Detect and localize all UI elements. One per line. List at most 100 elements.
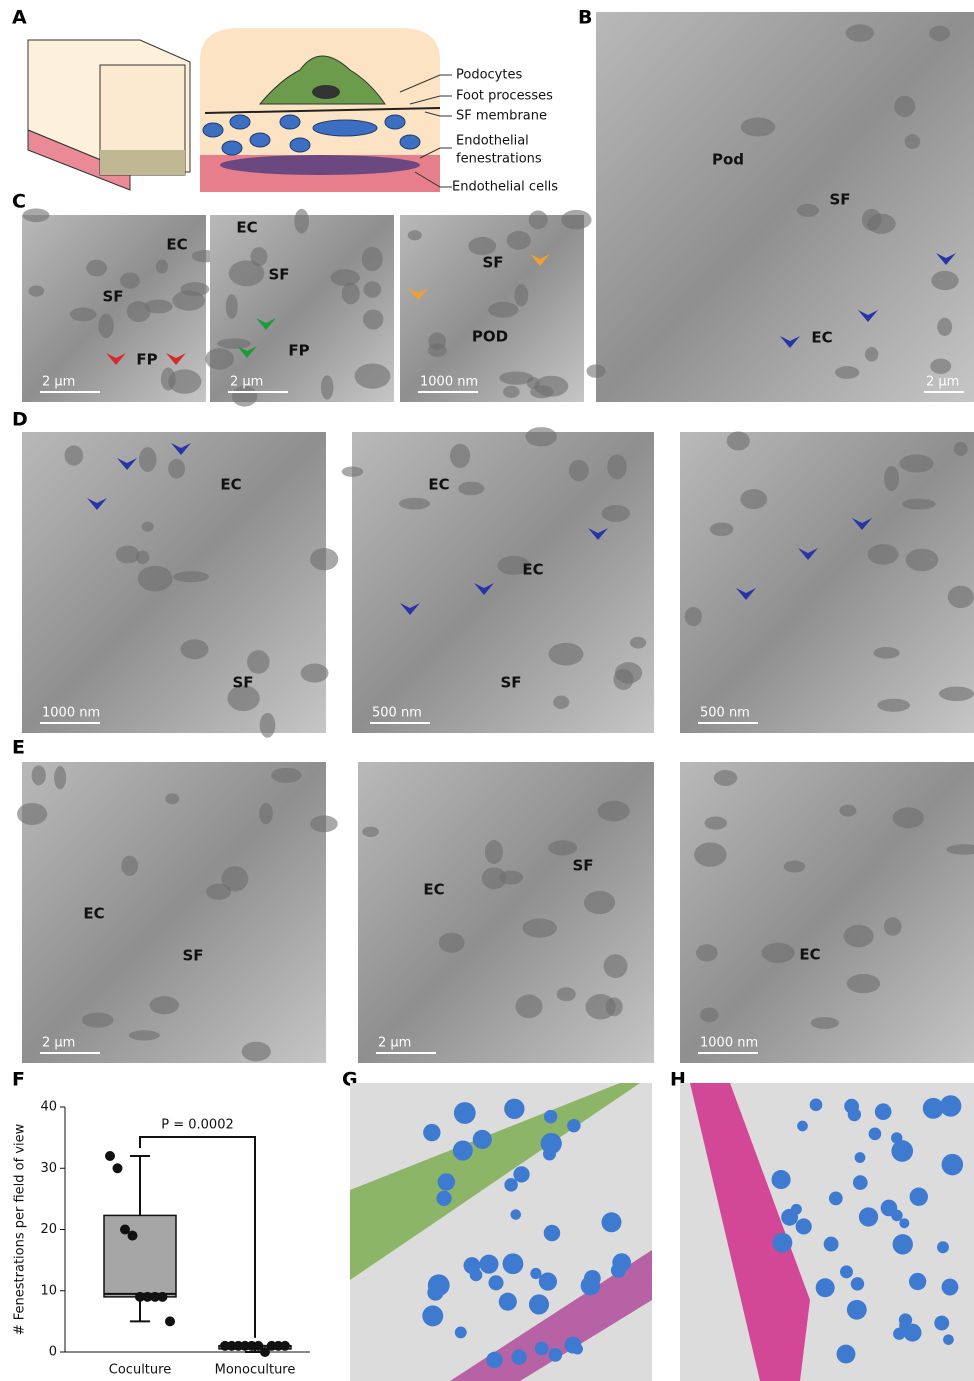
- structure-label: EC: [166, 236, 187, 254]
- fiber-section: [514, 284, 528, 306]
- fiber-section: [499, 871, 523, 885]
- structure-label: SF: [572, 857, 593, 875]
- fiber-section: [439, 933, 465, 953]
- fiber-section: [144, 300, 173, 314]
- fiber-section: [507, 231, 531, 250]
- fiber-section: [704, 816, 726, 829]
- fiber-section: [301, 664, 329, 683]
- fiber-overlay: [541, 1133, 562, 1154]
- endothelial-cell: [220, 155, 420, 175]
- fiber-overlay: [875, 1103, 892, 1120]
- fiber-section: [150, 996, 179, 1014]
- structure-label: SF: [232, 674, 253, 692]
- fiber-section: [142, 522, 154, 532]
- structure-label: POD: [472, 328, 508, 346]
- fiber: [290, 138, 310, 152]
- fiber: [203, 123, 223, 137]
- fiber-section: [696, 944, 718, 961]
- fiber-overlay: [486, 1352, 502, 1368]
- fiber-section: [364, 281, 382, 297]
- fiber-section: [930, 359, 951, 374]
- fiber-section: [529, 211, 548, 230]
- fiber-overlay: [772, 1170, 791, 1189]
- structure-label: EC: [220, 476, 241, 494]
- fiber-section: [260, 713, 276, 738]
- scale-bar-label: 500 nm: [700, 706, 750, 721]
- fiber-section: [584, 891, 615, 914]
- fiber-section: [428, 333, 446, 350]
- fiber-section: [929, 26, 950, 42]
- fiber-section: [355, 363, 391, 388]
- fiber-section: [685, 607, 702, 626]
- fiber: [385, 115, 405, 129]
- fiber-overlay: [503, 1253, 524, 1274]
- fiber-overlay: [859, 1207, 878, 1226]
- scale-bar-label: 2 μm: [926, 375, 959, 390]
- fiber-section: [561, 210, 591, 230]
- fiber-overlay: [855, 1152, 866, 1163]
- diagram-label: Endothelial cells: [452, 180, 558, 195]
- fiber-overlay: [810, 1099, 823, 1112]
- structure-label: SF: [268, 266, 289, 284]
- fiber-section: [362, 247, 383, 271]
- fiber-overlay: [548, 1348, 562, 1362]
- p-value: P = 0.0002: [161, 1118, 233, 1133]
- data-point: [165, 1316, 175, 1326]
- structure-label: EC: [236, 219, 257, 237]
- fiber-section: [954, 442, 968, 456]
- fiber-section: [741, 118, 775, 137]
- fiber-section: [893, 807, 924, 828]
- fiber-overlay: [869, 1128, 882, 1141]
- fiber-section: [606, 997, 623, 1016]
- fiber-section: [485, 840, 503, 864]
- fiber-section: [902, 499, 936, 510]
- fiber-section: [138, 566, 173, 592]
- fiber-section: [17, 803, 47, 825]
- fiber-overlay: [479, 1255, 498, 1274]
- fiber-overlay: [612, 1253, 631, 1272]
- fiber-overlay: [455, 1326, 467, 1338]
- data-point: [280, 1341, 290, 1351]
- fiber-overlay: [423, 1124, 440, 1141]
- fiber-section: [129, 1030, 160, 1040]
- scale-bar-label: 1000 nm: [700, 1036, 758, 1051]
- fiber-overlay: [601, 1212, 621, 1232]
- fiber-overlay: [797, 1121, 808, 1132]
- fiber-section: [867, 214, 895, 234]
- fiber-section: [844, 925, 874, 948]
- fiber-section: [121, 856, 138, 876]
- fiber-overlay: [510, 1209, 521, 1220]
- fiber-section: [98, 314, 113, 339]
- fiber-section: [727, 431, 750, 450]
- fiber-overlay: [535, 1342, 549, 1356]
- fiber-section: [331, 269, 360, 286]
- fiber-overlay: [473, 1130, 492, 1149]
- scale-bar-label: 500 nm: [372, 706, 422, 721]
- panel-letter: D: [12, 409, 28, 431]
- scale-bar-label: 2 μm: [42, 1036, 75, 1051]
- fiber-overlay: [893, 1234, 913, 1254]
- structure-label: EC: [522, 561, 543, 579]
- micrograph: SFPOD1000 nm: [400, 210, 592, 402]
- fiber-section: [811, 1017, 839, 1029]
- structure-label: SF: [500, 674, 521, 692]
- fiber-section: [458, 482, 484, 496]
- fiber-overlay: [899, 1218, 909, 1228]
- fiber-overlay: [499, 1293, 517, 1311]
- fiber-overlay: [909, 1273, 926, 1290]
- fiber-section: [363, 310, 383, 330]
- fiber-overlay: [530, 1268, 541, 1279]
- panel-letter: A: [12, 7, 27, 29]
- structure-label: Pod: [712, 151, 744, 169]
- fiber-section: [877, 699, 910, 712]
- fiber-section: [569, 460, 589, 481]
- fiber-section: [32, 765, 46, 785]
- fiber-section: [23, 208, 50, 222]
- fiber-section: [217, 338, 250, 349]
- fiber-overlay: [581, 1276, 600, 1295]
- fiber-overlay: [428, 1274, 450, 1296]
- fiber-section: [54, 766, 66, 789]
- fiber-section: [847, 974, 880, 993]
- figure: Podocytes Foot processes SF membrane End…: [0, 0, 974, 1381]
